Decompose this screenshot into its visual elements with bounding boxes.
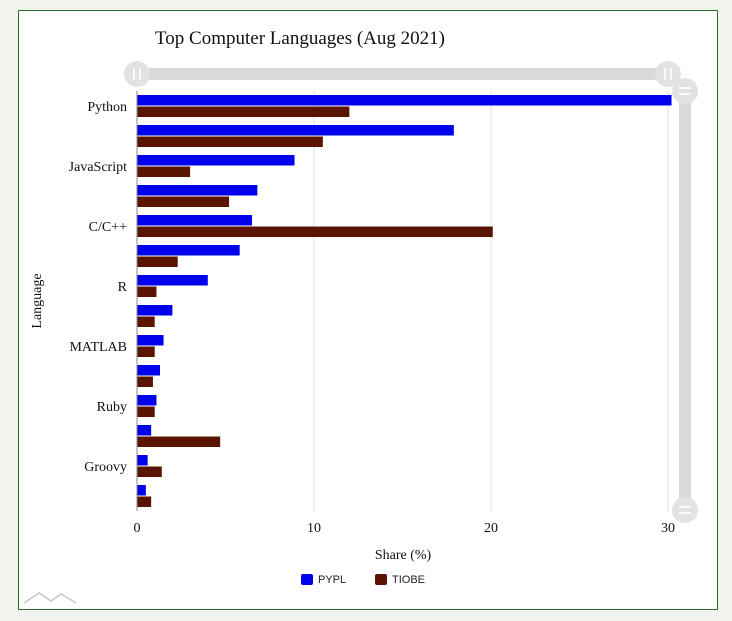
bar-tiobe[interactable] (137, 256, 178, 268)
legend-item-tiobe[interactable]: TIOBE (375, 574, 425, 586)
y-category-label: Ruby (97, 400, 127, 415)
bar-pypl[interactable] (137, 395, 157, 406)
bar-pypl[interactable] (137, 425, 152, 436)
bar-pypl[interactable] (137, 95, 672, 106)
x-axis-ticks: 0 10 20 30 (134, 521, 676, 536)
bar-tiobe[interactable] (137, 196, 230, 208)
bar-tiobe[interactable] (137, 406, 155, 418)
bar-pypl[interactable] (137, 185, 258, 196)
legend-swatch (301, 574, 313, 585)
watermark-logo (23, 592, 77, 604)
y-scrollbar-end-handle[interactable] (672, 497, 698, 523)
x-tick-label: 0 (134, 521, 141, 536)
y-range-scrollbar[interactable] (672, 78, 698, 523)
legend-swatch (375, 574, 387, 585)
bar-pypl[interactable] (137, 305, 173, 316)
bar-pypl[interactable] (137, 335, 164, 346)
chart-title: Top Computer Languages (Aug 2021) (155, 28, 445, 49)
mountain-logo-icon (23, 592, 77, 604)
bar-tiobe[interactable] (137, 376, 153, 388)
bar-pypl[interactable] (137, 455, 148, 466)
legend-label: PYPL (318, 574, 346, 586)
bar-tiobe[interactable] (137, 106, 350, 118)
y-category-label: C/C++ (89, 220, 127, 235)
grid (313, 91, 669, 511)
bar-pypl[interactable] (137, 215, 253, 226)
x-axis-title: Share (%) (375, 548, 432, 563)
bar-tiobe[interactable] (137, 436, 221, 448)
y-scrollbar-track[interactable] (679, 91, 691, 511)
x-range-scrollbar[interactable] (124, 61, 681, 87)
y-category-label: Python (87, 100, 127, 115)
bars (137, 95, 672, 507)
bar-tiobe[interactable] (137, 166, 191, 178)
y-category-label: MATLAB (69, 340, 127, 355)
x-tick-label: 10 (307, 521, 321, 536)
bar-tiobe[interactable] (137, 496, 152, 508)
y-axis-title: Language (30, 273, 45, 328)
x-scrollbar-end-handle[interactable] (655, 61, 681, 87)
legend: PYPL TIOBE (301, 574, 425, 586)
bar-pypl[interactable] (137, 365, 161, 376)
y-category-label: Groovy (84, 460, 127, 475)
x-tick-label: 20 (484, 521, 498, 536)
bar-tiobe[interactable] (137, 346, 155, 358)
chart-container: Top Computer Languages (Aug 2021) Python… (18, 10, 718, 610)
bar-tiobe[interactable] (137, 226, 493, 238)
bar-pypl[interactable] (137, 485, 146, 496)
y-category-label: R (118, 280, 128, 295)
bar-tiobe[interactable] (137, 316, 155, 328)
bar-tiobe[interactable] (137, 466, 162, 478)
legend-label: TIOBE (392, 574, 425, 586)
bar-pypl[interactable] (137, 275, 208, 286)
x-scrollbar-track[interactable] (129, 68, 669, 80)
bar-tiobe[interactable] (137, 136, 323, 148)
y-axis-labels: Python JavaScript C/C++ R MATLAB Ruby Groovy (69, 100, 128, 475)
x-tick-label: 30 (661, 521, 675, 536)
y-category-label: JavaScript (69, 160, 127, 175)
legend-item-pypl[interactable]: PYPL (301, 574, 346, 586)
bar-tiobe[interactable] (137, 286, 157, 298)
bar-pypl[interactable] (137, 245, 240, 256)
x-scrollbar-start-handle[interactable] (124, 61, 150, 87)
bar-pypl[interactable] (137, 155, 295, 166)
chart-svg: Top Computer Languages (Aug 2021) Python… (23, 28, 698, 604)
y-scrollbar-start-handle[interactable] (672, 78, 698, 104)
bar-pypl[interactable] (137, 125, 454, 136)
